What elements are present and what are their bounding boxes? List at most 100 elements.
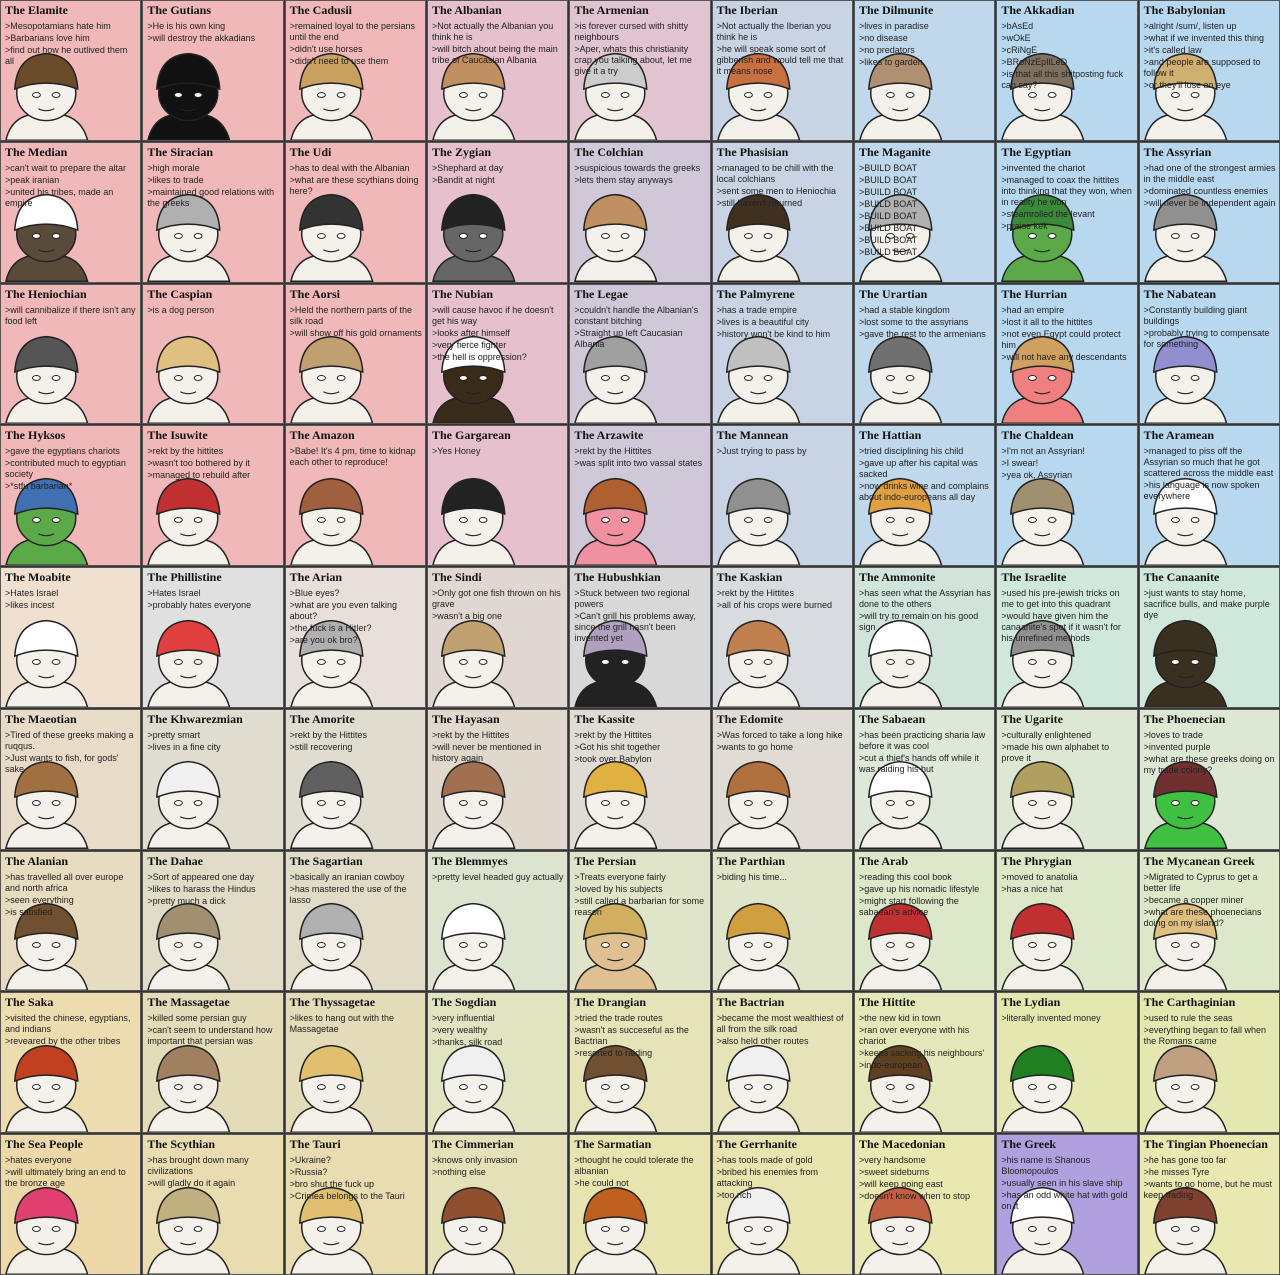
greentext-line: >BUILD BOAT: [858, 198, 918, 209]
mouth-shape: [322, 107, 340, 111]
greentext-line: >tried disciplining his child: [858, 446, 964, 457]
hat-shape: [13, 903, 79, 941]
greentext-line: >will cause havoc if he doesn't get his …: [431, 304, 554, 326]
greentext-block: >Tired of these greeks making a ruqqus. >…: [5, 730, 137, 776]
greentext-line: >what are these scythians doing here?: [289, 174, 419, 196]
wojak-portrait: [574, 761, 658, 849]
character-cell: The Albanian >Not actually the Albanian y…: [426, 0, 569, 141]
mouth-shape: [1034, 391, 1051, 395]
eye-shape: [743, 375, 753, 382]
greentext-line: >or they'll lose an eye: [1143, 80, 1231, 90]
hat-shape: [440, 1044, 506, 1083]
eye-shape: [194, 233, 203, 240]
greentext-line: >bribed his enemies from attacking: [716, 1167, 818, 1189]
character-title: The Albanian: [431, 3, 502, 17]
greentext-block: >is a dog person: [147, 305, 279, 317]
character-title: The Saka: [5, 995, 54, 1010]
eye-shape: [743, 800, 753, 807]
hat-shape: [298, 903, 364, 941]
eye-shape: [1170, 1225, 1180, 1232]
eye-shape: [336, 800, 346, 807]
greentext-line: >Blue eyes?: [289, 588, 340, 599]
mouth-shape: [180, 533, 197, 537]
character-title: The Phrygian: [1001, 853, 1072, 868]
greentext-block: >Only got one fish thrown on his grave >w…: [432, 588, 564, 623]
character-title: The Isuwite: [147, 428, 208, 443]
greentext-block: >Hates Israel >probably hates everyone: [147, 588, 279, 612]
character-cell: The Ammonite >has seen what the Assyrian …: [853, 567, 996, 708]
greentext-block: >alright /sum/, listen up >what if we inv…: [1144, 21, 1276, 92]
wojak-portrait: [1001, 903, 1085, 991]
mouth-shape: [180, 107, 197, 111]
wojak-portrait: [289, 477, 374, 566]
greentext-line: >loves to trade: [1143, 729, 1203, 740]
eye-shape: [316, 516, 326, 523]
greentext-block: >culturally enlightened >made his own alp…: [1001, 730, 1133, 765]
greentext-line: >Mesopotamians hate him: [5, 21, 111, 31]
character-cell: The Khwarezmian >pretty smart >lives in a …: [142, 708, 284, 850]
greentext-line: >resorted to raiding: [574, 1048, 653, 1059]
mouth-shape: [38, 816, 55, 820]
hat-shape: [583, 1044, 648, 1083]
greentext-line: >seen everything: [5, 894, 74, 905]
greentext-line: >Sort of appeared one day: [147, 871, 255, 882]
greentext-line: >wants to go home, but he must keep trad…: [1143, 1179, 1272, 1201]
eye-shape: [336, 942, 346, 949]
character-title: The Hattian: [858, 428, 922, 443]
mouth-shape: [38, 674, 55, 678]
character-cell: The Median >can't wait to prepare the alt…: [0, 141, 142, 283]
wojak-portrait: [432, 619, 516, 707]
character-title: The Hurrian: [1001, 286, 1067, 301]
greentext-line: >didn't need to use them: [289, 56, 389, 66]
wojak-portrait: [432, 1186, 516, 1274]
hat-shape: [725, 336, 791, 374]
character-cell: The Aorsi >Held the northern parts of the…: [284, 283, 426, 425]
character-cell: The Zygian >Shephard at day >Bandit at nig…: [426, 141, 569, 283]
mouth-shape: [322, 391, 340, 395]
eye-shape: [478, 800, 488, 807]
eye-shape: [743, 516, 753, 523]
greentext-line: >has mastered the use of the lasso: [289, 883, 407, 905]
character-cell: The Ugarite >culturally enlightened >made …: [996, 708, 1138, 850]
eye-shape: [1048, 91, 1057, 98]
greentext-line: >alright /sum/, listen up: [1143, 21, 1237, 31]
greentext-block: >had an empire >lost it all to the hittit…: [1001, 305, 1133, 364]
eye-shape: [1028, 233, 1038, 240]
greentext-line: >had a stable kingdom: [858, 304, 950, 315]
mouth-shape: [749, 816, 767, 820]
hat-shape: [583, 903, 648, 941]
greentext-line: >bro shut the fuck up: [289, 1179, 374, 1190]
eye-shape: [601, 516, 611, 523]
greentext-line: >pretty smart: [147, 729, 201, 740]
greentext-block: >loves to trade >invented purple >what are…: [1144, 730, 1276, 777]
character-title: The Greek: [1001, 1137, 1057, 1152]
greentext-block: >Migrated to Cyprus to get a better life…: [1144, 872, 1276, 930]
greentext-line: >also held other routes: [716, 1036, 809, 1047]
eye-shape: [174, 516, 184, 523]
greentext-line: >Only got one fish thrown on his grave: [431, 588, 561, 610]
character-title: The Udi: [289, 144, 332, 159]
character-title: The Persian: [574, 853, 636, 868]
greentext-block: >Ukraine? >Russia? >bro shut the fuck up >C…: [290, 1155, 422, 1203]
hat-shape: [867, 194, 933, 232]
character-cell: The Colchian >suspicious towards the gree…: [569, 141, 711, 283]
greentext-block: >high morale >likes to trade >maintained g…: [147, 163, 279, 210]
mouth-shape: [1034, 249, 1051, 253]
greentext-line: >BUILD BOAT: [858, 210, 918, 221]
character-title: The Siracian: [147, 144, 213, 159]
wojak-portrait: [147, 1186, 231, 1274]
mouth-shape: [1034, 1241, 1051, 1246]
greentext-line: >rekt by the Hittites: [431, 729, 510, 740]
greentext-block: >Blue eyes? >what are you even talking ab…: [290, 588, 422, 647]
greentext-line: >will show off his gold ornaments: [289, 327, 422, 338]
character-cell: The Moabite >Hates Israel >likes incest: [0, 567, 142, 708]
character-cell: The Nubian >will cause havoc if he doesn'…: [426, 283, 569, 425]
greentext-line: >Yes Honey: [431, 446, 481, 457]
greentext-line: >basically an iranian cowboy: [289, 871, 405, 882]
character-cell: The Elamite >Mesopotamians hate him >Barba…: [0, 0, 142, 141]
character-title: The Sea People: [5, 1137, 83, 1152]
greentext-line: >rekt by the Hittites: [574, 446, 652, 457]
greentext-line: >*stfu barbarian*: [5, 481, 73, 492]
eye-shape: [51, 516, 61, 523]
greentext-line: >doesn't know when to stop: [858, 1191, 971, 1202]
